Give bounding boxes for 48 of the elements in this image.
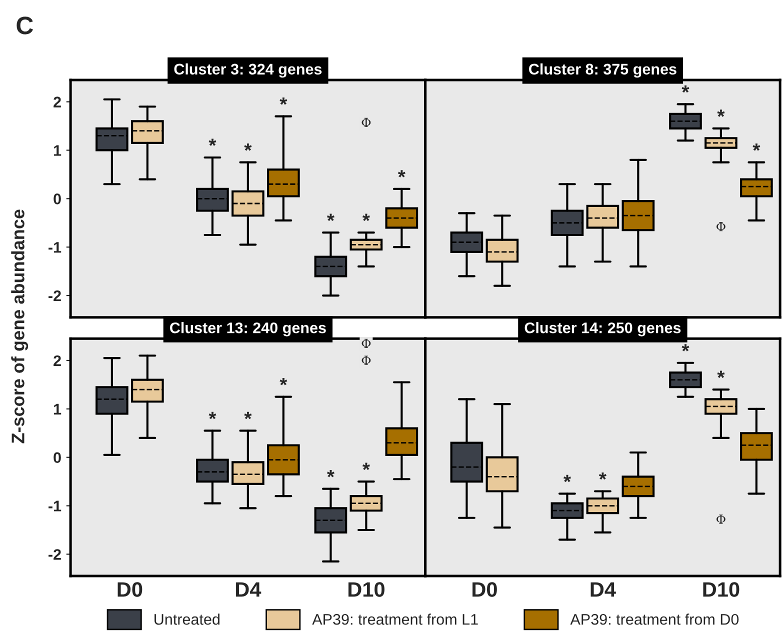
legend-label: AP39: treatment from D0 — [570, 614, 739, 625]
x-tick-label: D10 — [348, 582, 384, 597]
y-tick-label: -1 — [48, 500, 62, 512]
text: * — [326, 470, 334, 478]
text: * — [208, 412, 216, 420]
y-tick-label: -2 — [48, 290, 61, 302]
y-tick-label: -1 — [48, 242, 62, 253]
legend-label: Untreated — [154, 614, 220, 625]
y-tick-label: -2 — [48, 549, 61, 560]
x-tick-label: D0 — [472, 582, 497, 597]
chart-title: Cluster 3: 324 genes — [174, 63, 322, 78]
text: * — [244, 412, 252, 420]
annotation: Φ — [716, 222, 726, 232]
chart-title: Cluster 8: 375 genes — [529, 63, 676, 78]
y-axis-title: Z-score of gene abundance — [11, 210, 28, 444]
y-tick-label: 0 — [54, 452, 61, 464]
annotation: Φ — [362, 118, 371, 128]
text: * — [752, 144, 760, 151]
text: * — [682, 344, 690, 352]
text: * — [717, 110, 725, 117]
text: * — [717, 370, 725, 378]
y-tick-label: 2 — [54, 355, 61, 366]
text: C — [16, 16, 34, 34]
y-tick-label: 2 — [54, 96, 61, 108]
x-tick-label: D10 — [703, 582, 740, 597]
annotation: Φ — [362, 356, 371, 365]
text: * — [682, 85, 690, 93]
chart-title: Cluster 13: 240 genes — [170, 322, 326, 336]
y-tick-label: 0 — [54, 194, 61, 204]
text: * — [244, 144, 252, 151]
legend-label: AP39: treatment from L1 — [312, 614, 478, 625]
x-tick-label: D4 — [590, 582, 616, 597]
x-tick-label: D0 — [118, 582, 142, 597]
text: * — [398, 170, 406, 178]
text: * — [326, 214, 334, 221]
text: * — [362, 214, 370, 221]
x-tick-label: D4 — [236, 582, 262, 597]
chart-title: Cluster 14: 250 genes — [524, 322, 681, 336]
text: * — [598, 472, 606, 480]
text: * — [362, 462, 370, 470]
annotation: Φ — [716, 514, 726, 524]
text: * — [208, 138, 216, 146]
y-tick-label: 1 — [54, 404, 62, 414]
text: * — [280, 98, 288, 105]
annotation: Φ — [362, 338, 371, 348]
y-tick-label: 1 — [54, 145, 62, 156]
text: * — [280, 378, 288, 386]
text: * — [564, 474, 571, 482]
